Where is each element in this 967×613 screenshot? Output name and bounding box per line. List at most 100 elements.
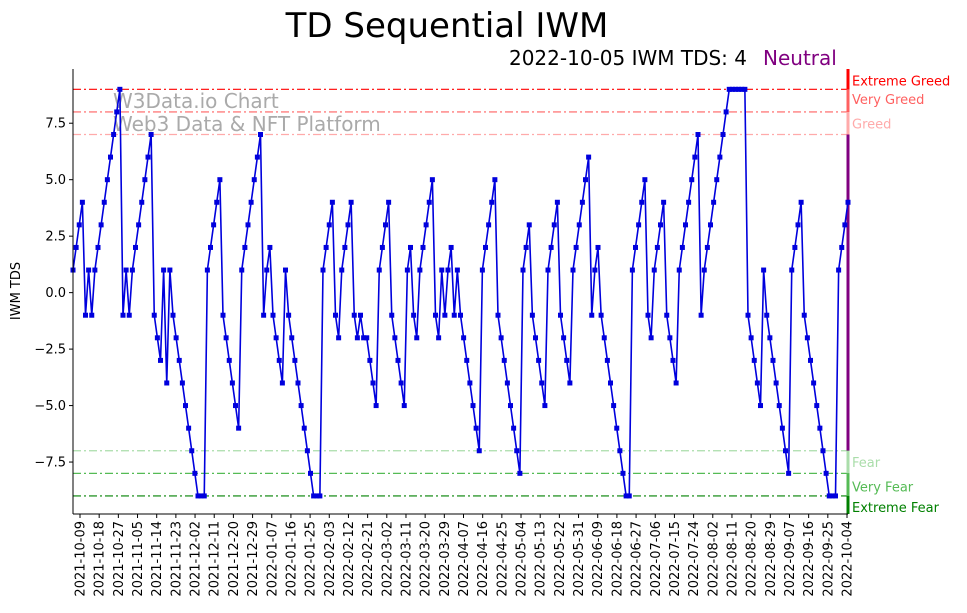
x-tick-label: 2022-05-04	[515, 521, 530, 597]
y-tick-label: −5.0	[34, 399, 66, 414]
data-point	[586, 154, 592, 160]
data-point	[717, 154, 723, 160]
data-point	[464, 357, 470, 363]
data-point	[533, 335, 538, 341]
data-point	[308, 470, 313, 476]
data-point	[348, 199, 354, 205]
data-point	[470, 403, 476, 409]
data-point	[358, 312, 363, 318]
data-point	[626, 493, 632, 499]
data-point	[101, 199, 107, 205]
x-tick-label: 2021-11-05	[131, 521, 146, 597]
data-point	[204, 267, 210, 273]
data-point	[748, 335, 754, 341]
data-point	[95, 244, 101, 250]
data-point	[323, 244, 329, 250]
x-tick-label: 2022-01-16	[284, 521, 299, 597]
y-axis-label: IWM TDS	[9, 262, 24, 320]
data-point	[311, 493, 317, 499]
data-point	[617, 448, 623, 454]
watermark-line-1: W3Data.io Chart	[113, 89, 279, 113]
data-point	[161, 267, 167, 273]
data-point	[826, 493, 832, 499]
x-tick-label: 2021-12-02	[189, 521, 204, 597]
data-point	[542, 403, 548, 409]
y-tick-label: −7.5	[34, 456, 66, 471]
y-tick-label: −2.5	[34, 343, 66, 358]
data-point	[686, 199, 692, 205]
data-point	[354, 335, 360, 341]
data-point	[364, 335, 370, 341]
data-point	[198, 493, 204, 499]
data-point	[183, 403, 188, 409]
data-point	[679, 244, 685, 250]
y-tick-label: 7.5	[45, 117, 66, 132]
data-point	[692, 154, 698, 160]
data-point	[167, 267, 173, 273]
x-tick-label: 2021-10-18	[93, 521, 108, 597]
data-point	[195, 493, 201, 499]
data-point	[651, 267, 657, 273]
data-point	[367, 357, 373, 363]
x-tick-label: 2022-09-25	[821, 521, 836, 597]
data-point	[708, 222, 713, 228]
data-point	[433, 312, 438, 318]
data-point	[548, 244, 554, 250]
watermark-line-2: Web3 Data & NFT Platform	[113, 112, 381, 136]
data-point	[111, 132, 117, 138]
data-point	[498, 335, 504, 341]
data-point	[508, 403, 513, 409]
data-point	[598, 312, 604, 318]
data-point	[276, 357, 282, 363]
data-point	[754, 380, 760, 386]
data-point	[667, 335, 673, 341]
data-point	[398, 380, 404, 386]
x-tick-label: 2022-08-11	[725, 521, 740, 597]
data-point	[614, 425, 620, 431]
data-point	[217, 177, 223, 183]
data-point	[158, 357, 163, 363]
data-point	[86, 267, 92, 273]
data-point	[820, 448, 826, 454]
data-point	[233, 403, 238, 409]
data-point	[583, 177, 588, 183]
data-point	[554, 199, 560, 205]
x-tick-label: 2022-07-24	[687, 521, 702, 597]
data-point	[526, 222, 532, 228]
x-tick-label: 2022-07-15	[668, 521, 683, 597]
data-point	[270, 312, 276, 318]
data-point	[842, 222, 848, 228]
data-point	[148, 132, 154, 138]
data-point	[479, 267, 485, 273]
data-point	[214, 199, 220, 205]
data-point	[561, 335, 567, 341]
data-point	[523, 244, 529, 250]
data-point	[98, 222, 104, 228]
data-point	[683, 222, 688, 228]
data-point	[108, 154, 113, 160]
data-point	[742, 86, 748, 92]
data-point	[245, 222, 251, 228]
x-tick-label: 2022-10-04	[841, 521, 856, 597]
data-point	[701, 267, 707, 273]
data-point	[536, 357, 542, 363]
data-point	[623, 493, 629, 499]
data-point	[579, 199, 585, 205]
data-point	[495, 312, 501, 318]
data-point	[379, 244, 385, 250]
data-point	[170, 312, 176, 318]
data-point	[79, 199, 85, 205]
data-point	[314, 493, 320, 499]
x-tick-label: 2021-10-27	[112, 521, 127, 597]
data-point	[689, 177, 695, 183]
data-point	[567, 380, 573, 386]
data-point	[654, 244, 660, 250]
data-point	[551, 222, 557, 228]
sentiment-label: Neutral	[763, 46, 837, 70]
data-point	[483, 244, 488, 250]
data-point	[104, 177, 110, 183]
zone-label: Fear	[852, 456, 881, 471]
data-point	[808, 357, 813, 363]
x-tick-label: 2022-01-07	[265, 521, 280, 597]
data-point	[117, 86, 123, 92]
